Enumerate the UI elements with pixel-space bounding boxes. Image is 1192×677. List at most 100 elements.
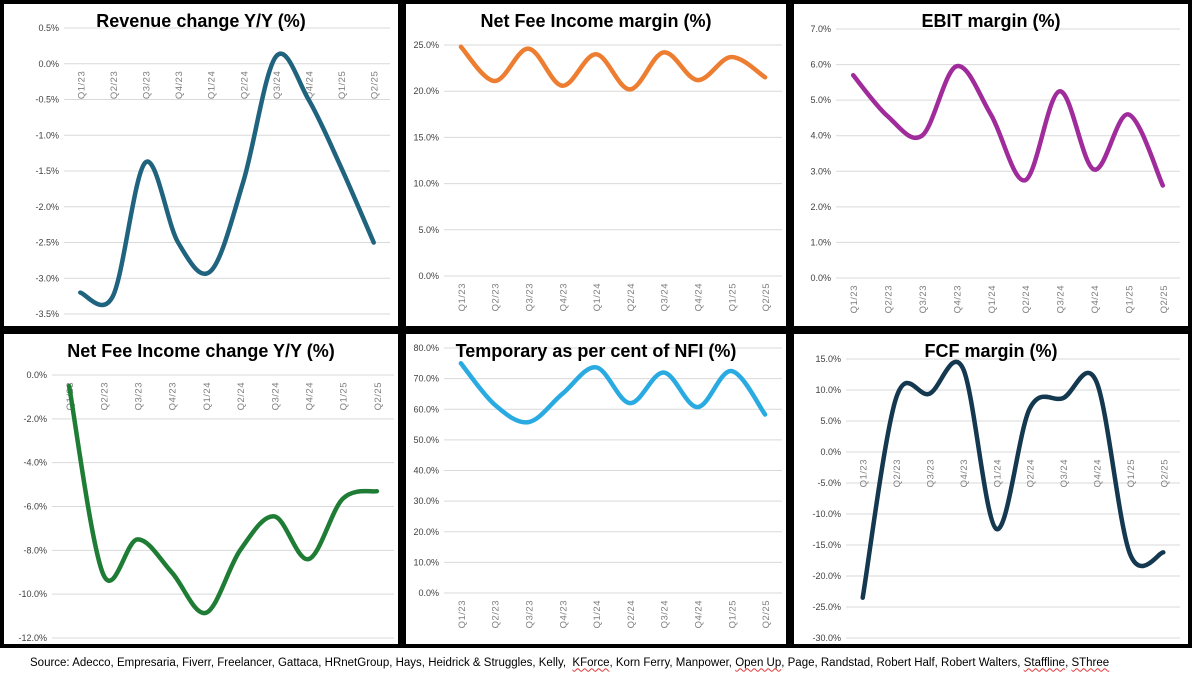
source-text-segment: Source: Adecco, Empresaria, Fiverr, Free…: [30, 656, 573, 669]
x-axis-tick-label: Q1/25: [1126, 459, 1137, 487]
y-axis-tick-label: -25.0%: [812, 602, 841, 612]
x-axis-tick-label: Q1/25: [337, 71, 348, 99]
x-axis-tick-label: Q1/23: [457, 600, 468, 628]
x-axis-tick-label: Q2/23: [109, 71, 120, 99]
y-axis-tick-label: 5.0%: [810, 95, 831, 105]
x-axis-tick-label: Q4/24: [694, 283, 705, 311]
y-axis-tick-label: 0.0%: [26, 370, 47, 380]
y-axis-tick-label: -2.0%: [23, 414, 47, 424]
y-axis-tick-label: 5.0%: [418, 225, 439, 235]
y-axis-tick-label: 20.0%: [413, 86, 439, 96]
ebit-margin-chart-canvas: 7.0% 6.0% 5.0% 4.0% 3.0% 2.0% 1.0% 0.0% Q1/23 Q2/…: [810, 24, 1180, 313]
x-axis-tick-label: Q4/23: [952, 285, 963, 313]
y-axis-tick-label: 0.0%: [418, 271, 439, 281]
y-axis-tick-label: -8.0%: [23, 545, 47, 555]
y-axis-tick-label: 1.0%: [810, 237, 831, 247]
x-axis-tick-label: Q4/23: [558, 283, 569, 311]
y-axis-tick-label: 0.0%: [820, 447, 841, 457]
source-company-flagged: KForce: [572, 656, 610, 669]
y-axis-tick-label: -4.0%: [23, 458, 47, 468]
x-axis-tick-label: Q3/23: [525, 600, 536, 628]
temporary-pct-nfi-series-line: [458, 361, 768, 425]
x-axis-tick-label: Q3/23: [525, 283, 536, 311]
y-axis-tick-label: 4.0%: [810, 131, 831, 141]
x-axis-tick-label: Q2/25: [761, 600, 772, 628]
x-axis-tick-label: Q1/25: [727, 600, 738, 628]
temporary-pct-nfi-chart-canvas: 80.0% 70.0% 60.0% 50.0% 40.0% 30.0% 20.0% 10.0%…: [413, 343, 782, 628]
y-axis-tick-label: 0.5%: [38, 23, 59, 33]
y-axis-tick-label: 50.0%: [413, 435, 439, 445]
x-axis-tick-label: Q4/24: [694, 600, 705, 628]
x-axis-tick-label: Q1/24: [987, 285, 998, 313]
chart-panel-fcf-margin: FCF margin (%) 15.0% 10.0% 5.0% 0.0% -5.0% -1…: [790, 330, 1192, 648]
x-axis-tick-label: Q2/25: [761, 283, 772, 311]
revenue-change-series-line: [78, 51, 376, 308]
source-text-segment: ,: [1065, 656, 1072, 669]
y-axis-tick-label: 15.0%: [413, 132, 439, 142]
y-axis-tick-label: -3.5%: [35, 309, 59, 319]
source-note: Source: Adecco, Empresaria, Fiverr, Free…: [0, 648, 1192, 677]
x-axis-tick-label: Q1/25: [339, 382, 350, 410]
y-axis-tick-label: -2.0%: [35, 202, 59, 212]
nfi-change-series-line: [66, 383, 380, 616]
y-axis-tick-label: -10.0%: [812, 509, 841, 519]
x-axis-tick-label: Q2/25: [1159, 459, 1170, 487]
source-company-flagged: SThree: [1071, 656, 1110, 669]
y-axis-tick-label: -20.0%: [812, 571, 841, 581]
x-axis-tick-label: Q2/23: [99, 382, 110, 410]
x-axis-tick-label: Q2/25: [373, 382, 384, 410]
y-axis-tick-label: -3.0%: [35, 273, 59, 283]
x-axis-tick-label: Q2/24: [1026, 459, 1037, 487]
y-axis-tick-label: -2.5%: [35, 238, 59, 248]
source-company-flagged: Staffline: [1023, 656, 1066, 669]
x-axis-tick-label: Q4/24: [1090, 285, 1101, 313]
x-axis-tick-label: Q2/25: [1159, 285, 1170, 313]
x-axis-tick-label: Q3/24: [270, 382, 281, 410]
x-axis-tick-label: Q3/24: [660, 600, 671, 628]
ebit-margin-series-line: [850, 64, 1166, 188]
fcf-margin-series-line: [860, 359, 1166, 600]
x-axis-tick-label: Q1/25: [1124, 285, 1135, 313]
y-axis-tick-label: -12.0%: [18, 633, 47, 643]
x-axis-tick-label: Q3/24: [1059, 459, 1070, 487]
fcf-margin-chart-canvas: 15.0% 10.0% 5.0% 0.0% -5.0% -10.0% -15.0% -20.0…: [812, 354, 1180, 643]
y-axis-tick-label: 10.0%: [413, 179, 439, 189]
y-axis-tick-label: 80.0%: [413, 343, 439, 353]
nfi-margin-series-line: [458, 44, 768, 92]
y-axis-tick-label: -1.0%: [35, 130, 59, 140]
x-axis-tick-label: Q1/23: [849, 285, 860, 313]
y-axis-tick-label: 70.0%: [413, 374, 439, 384]
y-axis-tick-label: 0.0%: [418, 588, 439, 598]
y-axis-tick-label: -1.5%: [35, 166, 59, 176]
chart-panel-ebit-margin: EBIT margin (%) 7.0% 6.0% 5.0% 4.0% 3.0% 2.0%…: [790, 0, 1192, 330]
y-axis-tick-label: -15.0%: [812, 540, 841, 550]
x-axis-tick-label: Q1/24: [202, 382, 213, 410]
x-axis-tick-label: Q3/23: [134, 382, 145, 410]
x-axis-tick-label: Q4/24: [1093, 459, 1104, 487]
x-axis-tick-label: Q4/24: [305, 382, 316, 410]
y-axis-tick-label: 40.0%: [413, 466, 439, 476]
chart-panel-temporary-pct-nfi: Temporary as per cent of NFI (%) 80.0% 70…: [402, 330, 790, 648]
x-axis-tick-label: Q4/24: [305, 71, 316, 99]
y-axis-tick-label: 0.0%: [38, 59, 59, 69]
x-axis-tick-label: Q1/23: [859, 459, 870, 487]
x-axis-tick-label: Q2/23: [491, 600, 502, 628]
y-axis-tick-label: 3.0%: [810, 166, 831, 176]
x-axis-tick-label: Q3/24: [1056, 285, 1067, 313]
x-axis-tick-label: Q2/24: [1021, 285, 1032, 313]
x-axis-tick-label: Q2/24: [236, 382, 247, 410]
x-axis-tick-label: Q2/24: [626, 283, 637, 311]
y-axis-tick-label: 6.0%: [810, 60, 831, 70]
x-axis-tick-label: Q4/23: [558, 600, 569, 628]
y-axis-tick-label: 15.0%: [815, 354, 841, 364]
y-axis-tick-label: 10.0%: [815, 385, 841, 395]
source-text-segment: , Korn Ferry, Manpower,: [609, 656, 736, 669]
y-axis-tick-label: -5.0%: [817, 478, 841, 488]
revenue-change-chart-canvas: 0.5% 0.0% -0.5% -1.0% -1.5% -2.0% -2.5% -3.0% -3…: [35, 23, 390, 319]
y-axis-tick-label: 0.0%: [810, 273, 831, 283]
x-axis-tick-label: Q2/24: [626, 600, 637, 628]
nfi-change-chart-canvas: 0.0% -2.0% -4.0% -6.0% -8.0% -10.0% -12.0% Q1/2…: [18, 370, 394, 643]
x-axis-tick-label: Q2/23: [892, 459, 903, 487]
y-axis-tick-label: 7.0%: [810, 24, 831, 34]
